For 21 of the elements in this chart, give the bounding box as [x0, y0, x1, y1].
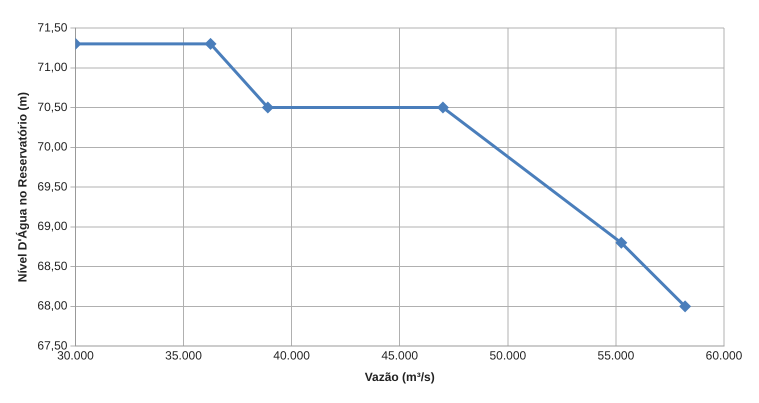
y-tick-label: 70,00 [37, 140, 68, 154]
x-tick-label: 60.000 [706, 348, 743, 363]
point [615, 236, 628, 249]
point [679, 300, 692, 312]
y-tick-label: 71,50 [37, 20, 68, 34]
x-tick-label: 55.000 [598, 348, 635, 363]
x-tick-label: 45.000 [381, 348, 418, 363]
y-tick-label: 69,50 [37, 179, 68, 194]
x-tick-label: 40.000 [273, 348, 310, 363]
x-tick-label: 35.000 [165, 348, 202, 363]
y-tick-label: 71,00 [37, 60, 68, 74]
y-tick-label: 68,00 [37, 298, 68, 313]
x-tick-label: 30.000 [57, 348, 94, 363]
point [262, 102, 274, 114]
y-tick-label: 69,00 [37, 219, 68, 234]
y-tick-label: 70,50 [37, 100, 68, 114]
x-axis-title: Vazão (m³/s) [364, 370, 435, 384]
x-tick-label: 50.000 [489, 348, 526, 363]
y-tick-label: 68,50 [37, 258, 68, 273]
point [204, 38, 217, 50]
y-axis-title: Nível D'Água no Reservatório (m) [16, 92, 30, 282]
